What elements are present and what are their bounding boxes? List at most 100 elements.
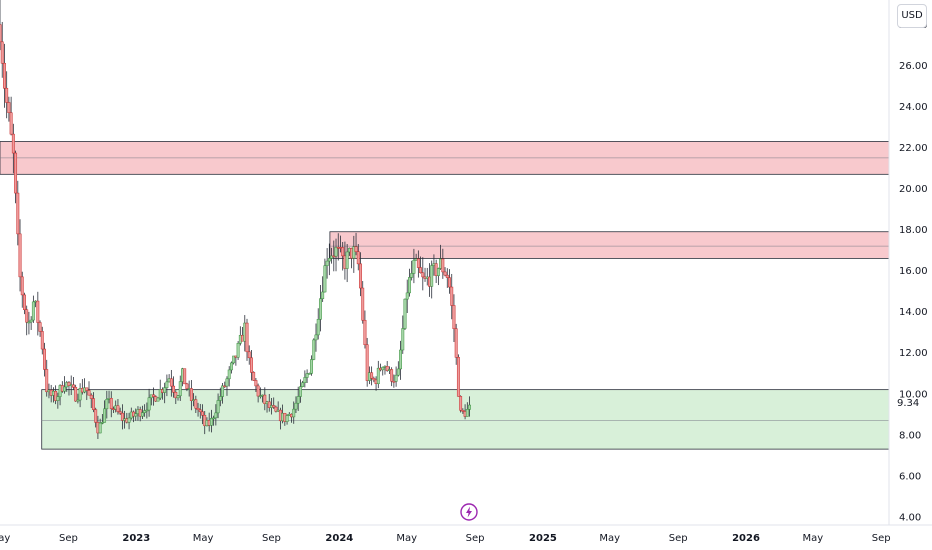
candle-body	[23, 294, 26, 310]
candle-body	[89, 394, 93, 399]
candle-body	[334, 246, 338, 257]
x-tick-label: 2023	[122, 533, 150, 544]
candle-body	[221, 385, 224, 397]
candle-body	[461, 410, 465, 412]
resistance-zone-lower[interactable]	[329, 231, 890, 259]
candle-body	[25, 309, 29, 323]
candle-body	[341, 247, 345, 257]
candle-body	[285, 415, 289, 422]
y-tick-label: 24.00	[899, 102, 928, 113]
last-price-label: 9.34	[897, 398, 920, 409]
candle-body	[196, 407, 200, 411]
candle-body	[229, 362, 233, 371]
candle-body	[201, 411, 204, 416]
support-zone[interactable]	[41, 389, 890, 450]
candle-body	[194, 399, 198, 409]
candle-body	[16, 192, 20, 235]
x-tick-label: May	[0, 533, 10, 544]
candle-body	[54, 390, 58, 401]
candle-body	[254, 380, 258, 387]
candle-body	[214, 412, 218, 419]
x-tick-label: Sep	[59, 533, 78, 544]
candle-body	[3, 62, 6, 89]
candle-body	[443, 271, 447, 276]
candle-body	[416, 258, 420, 268]
candle-body	[165, 381, 169, 388]
candle-body	[325, 260, 329, 266]
candle-body	[183, 368, 187, 385]
candle-body	[216, 400, 220, 414]
lightning-bolt-icon[interactable]	[460, 503, 478, 521]
x-tick-label: Sep	[466, 533, 485, 544]
candle-body	[376, 367, 380, 385]
y-tick-label: 12.00	[899, 348, 928, 359]
candle-body	[31, 301, 35, 321]
candle-body	[38, 322, 42, 332]
candle-body	[0, 24, 2, 43]
y-tick-label: 26.00	[899, 61, 928, 72]
candle-body	[303, 377, 307, 383]
candle-body	[43, 348, 46, 370]
x-tick-label: 2026	[732, 533, 760, 544]
time-axis[interactable]: May Sep 2023 May Sep 2024 May Sep 2025 May Sep 2026…	[0, 533, 891, 544]
candle-body	[452, 305, 456, 329]
candle-body	[7, 102, 11, 114]
candle-body	[0, 41, 4, 64]
candle-body	[372, 378, 376, 381]
candle-body	[327, 258, 331, 262]
candle-body	[169, 378, 173, 387]
candle-body	[140, 412, 144, 417]
candle-body	[390, 369, 394, 382]
candle-body	[385, 366, 389, 371]
candle-body	[100, 422, 104, 424]
candle-body	[109, 398, 113, 409]
candle-body	[134, 413, 138, 417]
candle-body	[247, 351, 251, 359]
candle-body	[448, 277, 451, 288]
candle-body	[392, 380, 396, 383]
candle-body	[456, 357, 460, 397]
candle-body	[218, 396, 222, 401]
candle-body	[419, 267, 423, 274]
candles-layer	[0, 0, 471, 439]
candle-body	[401, 328, 405, 351]
x-tick-label: Sep	[669, 533, 688, 544]
candle-body	[176, 395, 180, 399]
candle-body	[105, 399, 109, 410]
candle-body	[298, 386, 302, 397]
candle-body	[436, 268, 440, 276]
candle-body	[267, 401, 271, 408]
currency-badge[interactable]: USD	[897, 4, 927, 28]
x-tick-label: Sep	[872, 533, 891, 544]
candle-body	[185, 383, 189, 389]
candle-body	[256, 385, 260, 397]
y-tick-label: 6.00	[899, 471, 921, 482]
candle-body	[403, 298, 407, 329]
candle-body	[189, 388, 193, 401]
candle-body	[156, 397, 160, 402]
candle-body	[394, 374, 398, 382]
candle-body	[310, 359, 313, 374]
candle-body	[63, 386, 66, 392]
candle-body	[223, 385, 227, 388]
candle-body	[450, 286, 454, 306]
candle-body	[103, 408, 107, 423]
candle-body	[227, 369, 231, 380]
candle-body	[252, 372, 256, 381]
x-tick-label: 2025	[529, 533, 557, 544]
candle-body	[363, 319, 367, 346]
y-tick-label: 10.00	[899, 389, 928, 400]
candle-body	[209, 418, 213, 426]
candle-body	[321, 291, 325, 299]
candle-body	[27, 321, 31, 324]
candle-body	[465, 409, 469, 417]
candle-body	[312, 339, 316, 360]
candle-body	[272, 405, 276, 408]
candle-body	[45, 369, 49, 393]
candle-body	[20, 276, 24, 296]
candle-body	[318, 298, 322, 320]
candle-body	[11, 133, 15, 154]
candle-body	[405, 292, 409, 300]
